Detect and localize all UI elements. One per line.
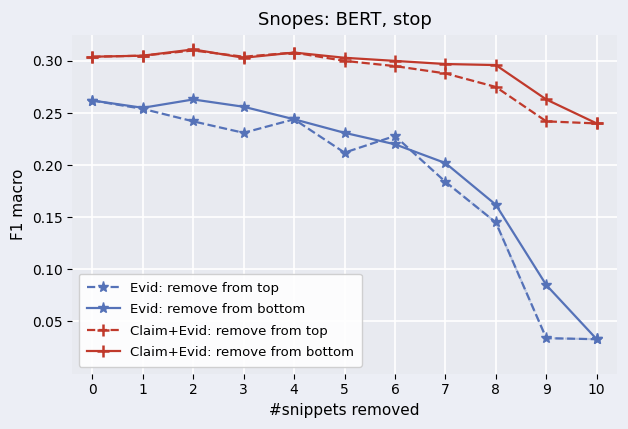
Legend: Evid: remove from top, Evid: remove from bottom, Claim+Evid: remove from top, Cl: Evid: remove from top, Evid: remove from… xyxy=(78,274,362,367)
Claim+Evid: remove from bottom: (10, 0.24): remove from bottom: (10, 0.24) xyxy=(593,121,600,126)
Evid: remove from top: (4, 0.244): remove from top: (4, 0.244) xyxy=(290,117,298,122)
Claim+Evid: remove from top: (5, 0.3): remove from top: (5, 0.3) xyxy=(341,58,349,63)
Evid: remove from bottom: (2, 0.263): remove from bottom: (2, 0.263) xyxy=(190,97,197,102)
Claim+Evid: remove from bottom: (6, 0.3): remove from bottom: (6, 0.3) xyxy=(391,58,399,63)
Evid: remove from bottom: (9, 0.085): remove from bottom: (9, 0.085) xyxy=(543,282,550,287)
Claim+Evid: remove from bottom: (0, 0.304): remove from bottom: (0, 0.304) xyxy=(89,54,96,59)
Evid: remove from bottom: (4, 0.244): remove from bottom: (4, 0.244) xyxy=(290,117,298,122)
Claim+Evid: remove from bottom: (5, 0.303): remove from bottom: (5, 0.303) xyxy=(341,55,349,60)
Line: Claim+Evid: remove from top: Claim+Evid: remove from top xyxy=(86,44,603,130)
Claim+Evid: remove from bottom: (3, 0.303): remove from bottom: (3, 0.303) xyxy=(240,55,247,60)
Evid: remove from bottom: (6, 0.22): remove from bottom: (6, 0.22) xyxy=(391,142,399,147)
Claim+Evid: remove from top: (8, 0.275): remove from top: (8, 0.275) xyxy=(492,85,500,90)
Claim+Evid: remove from top: (4, 0.308): remove from top: (4, 0.308) xyxy=(290,50,298,55)
Evid: remove from top: (5, 0.212): remove from top: (5, 0.212) xyxy=(341,150,349,155)
Evid: remove from bottom: (3, 0.256): remove from bottom: (3, 0.256) xyxy=(240,104,247,109)
Line: Evid: remove from bottom: Evid: remove from bottom xyxy=(87,94,602,345)
Line: Claim+Evid: remove from bottom: Claim+Evid: remove from bottom xyxy=(86,43,603,130)
Evid: remove from top: (8, 0.145): remove from top: (8, 0.145) xyxy=(492,220,500,225)
Claim+Evid: remove from top: (2, 0.31): remove from top: (2, 0.31) xyxy=(190,48,197,53)
Evid: remove from bottom: (5, 0.231): remove from bottom: (5, 0.231) xyxy=(341,130,349,136)
Evid: remove from bottom: (1, 0.255): remove from bottom: (1, 0.255) xyxy=(139,105,146,110)
Evid: remove from bottom: (0, 0.262): remove from bottom: (0, 0.262) xyxy=(89,98,96,103)
Claim+Evid: remove from top: (7, 0.288): remove from top: (7, 0.288) xyxy=(441,71,449,76)
Claim+Evid: remove from bottom: (7, 0.297): remove from bottom: (7, 0.297) xyxy=(441,61,449,66)
Claim+Evid: remove from bottom: (4, 0.308): remove from bottom: (4, 0.308) xyxy=(290,50,298,55)
Claim+Evid: remove from bottom: (2, 0.311): remove from bottom: (2, 0.311) xyxy=(190,47,197,52)
Evid: remove from top: (2, 0.242): remove from top: (2, 0.242) xyxy=(190,119,197,124)
Claim+Evid: remove from bottom: (1, 0.305): remove from bottom: (1, 0.305) xyxy=(139,53,146,58)
Evid: remove from bottom: (8, 0.162): remove from bottom: (8, 0.162) xyxy=(492,202,500,207)
Evid: remove from top: (7, 0.184): remove from top: (7, 0.184) xyxy=(441,179,449,184)
Evid: remove from bottom: (7, 0.202): remove from bottom: (7, 0.202) xyxy=(441,160,449,166)
Evid: remove from bottom: (10, 0.033): remove from bottom: (10, 0.033) xyxy=(593,337,600,342)
Claim+Evid: remove from bottom: (8, 0.296): remove from bottom: (8, 0.296) xyxy=(492,63,500,68)
Claim+Evid: remove from top: (0, 0.304): remove from top: (0, 0.304) xyxy=(89,54,96,59)
Claim+Evid: remove from top: (10, 0.24): remove from top: (10, 0.24) xyxy=(593,121,600,126)
Y-axis label: F1 macro: F1 macro xyxy=(11,169,26,240)
Evid: remove from top: (9, 0.034): remove from top: (9, 0.034) xyxy=(543,335,550,341)
Evid: remove from top: (0, 0.262): remove from top: (0, 0.262) xyxy=(89,98,96,103)
Evid: remove from top: (1, 0.254): remove from top: (1, 0.254) xyxy=(139,106,146,112)
Title: Snopes: BERT, stop: Snopes: BERT, stop xyxy=(257,11,431,29)
Evid: remove from top: (6, 0.228): remove from top: (6, 0.228) xyxy=(391,133,399,139)
X-axis label: #snippets removed: #snippets removed xyxy=(269,403,420,418)
Claim+Evid: remove from top: (1, 0.305): remove from top: (1, 0.305) xyxy=(139,53,146,58)
Line: Evid: remove from top: Evid: remove from top xyxy=(87,95,602,345)
Claim+Evid: remove from bottom: (9, 0.263): remove from bottom: (9, 0.263) xyxy=(543,97,550,102)
Claim+Evid: remove from top: (3, 0.304): remove from top: (3, 0.304) xyxy=(240,54,247,59)
Claim+Evid: remove from top: (9, 0.242): remove from top: (9, 0.242) xyxy=(543,119,550,124)
Evid: remove from top: (3, 0.231): remove from top: (3, 0.231) xyxy=(240,130,247,136)
Claim+Evid: remove from top: (6, 0.295): remove from top: (6, 0.295) xyxy=(391,63,399,69)
Evid: remove from top: (10, 0.033): remove from top: (10, 0.033) xyxy=(593,337,600,342)
